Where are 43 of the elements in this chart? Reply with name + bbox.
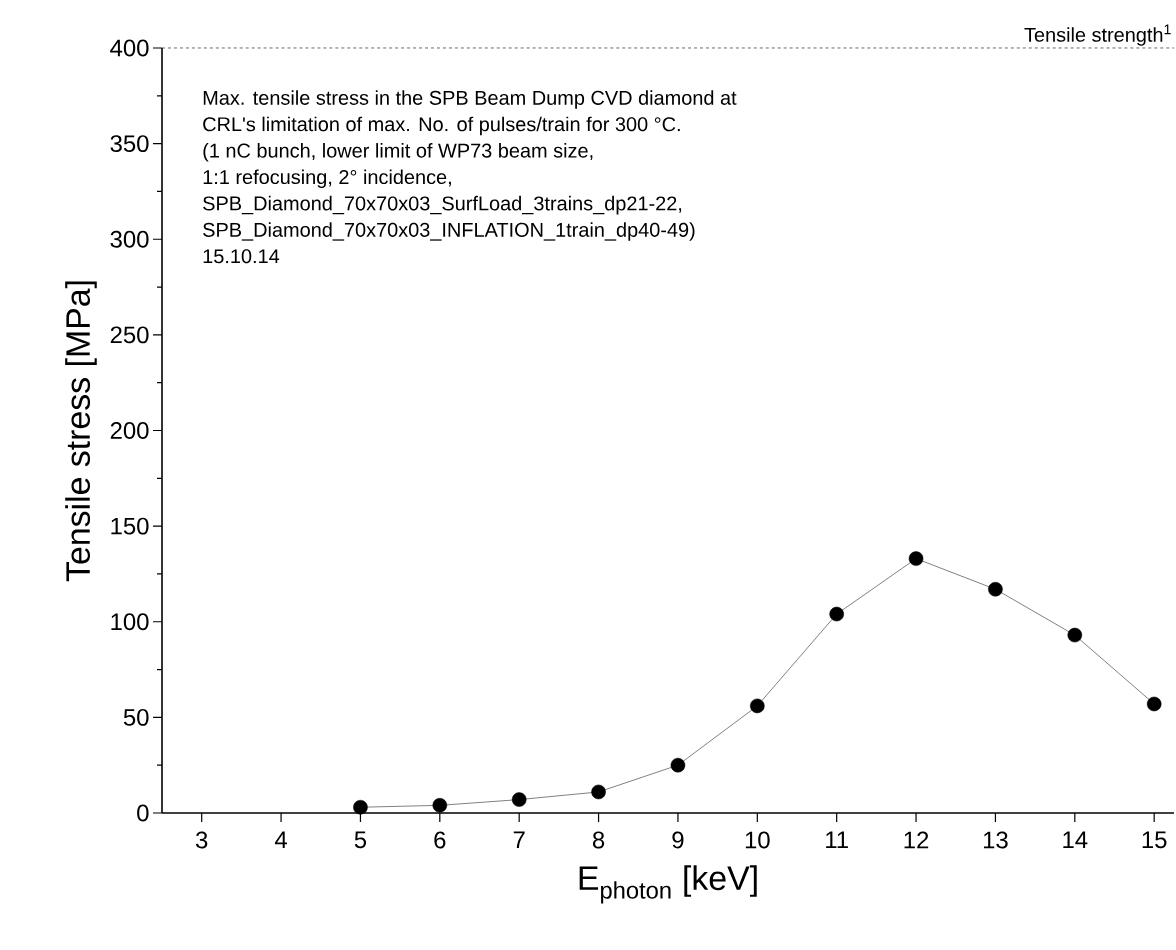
y-tick-label: 50 <box>123 708 149 726</box>
annotation: Max. tensile stress in the SPB Beam Dump CVD diamond at <box>203 90 737 109</box>
point <box>511 792 527 807</box>
y-tick-label: 350 <box>110 135 149 153</box>
point <box>908 551 924 566</box>
x-tick-label: 9 <box>672 831 684 849</box>
annotation: CRL's limitation of max. No. of pulses/train for 300 °C. <box>203 116 680 136</box>
x-tick-label: 7 <box>513 831 525 848</box>
ref-line-label: Tensile strength$^{1}$ <box>1024 24 1171 46</box>
y-tick-label: 100 <box>111 613 149 631</box>
x-axis-title: E$_{photon}$ [keV] <box>579 865 757 904</box>
x-tick-label: 5 <box>354 831 367 849</box>
y-tick-label: 0 <box>137 804 149 822</box>
x-tick-label: 6 <box>434 831 446 849</box>
point <box>829 606 844 622</box>
point <box>432 798 448 813</box>
y-tick-label: 400 <box>110 39 149 57</box>
annotation: (1 nC bunch, lower limit of WP73 beam size, <box>203 143 593 162</box>
x-tick-label: 8 <box>592 831 605 849</box>
x-tick-label: 10 <box>745 831 770 849</box>
x-tick-label: 15 <box>1142 831 1167 849</box>
annotation: 15.10.14 <box>203 249 280 264</box>
annotation: SPB_Diamond_70x70x03_INFLATION_1train_dp40-49) <box>203 222 695 241</box>
annotation: 1:1 refocusing, 2° incidence, <box>203 169 451 189</box>
point <box>353 800 368 815</box>
y-tick-label: 300 <box>110 230 149 248</box>
point <box>670 757 686 773</box>
x-tick-label: 11 <box>826 831 848 848</box>
x-tick-label: 12 <box>904 831 929 849</box>
y-tick-label: 150 <box>111 517 149 535</box>
point <box>750 698 765 714</box>
point <box>988 581 1003 597</box>
annotation: SPB_Diamond_70x70x03_SurfLoad_3trains_dp21-22, <box>203 195 682 215</box>
x-tick-label: 4 <box>274 831 288 848</box>
y-tick-label: 250 <box>110 326 149 344</box>
x-tick-label: 13 <box>983 831 1008 849</box>
x-tick-label: 14 <box>1063 831 1088 848</box>
y-tick-label: 200 <box>110 422 149 439</box>
point <box>1067 627 1083 643</box>
x-tick-label: 3 <box>195 831 208 849</box>
point <box>1146 696 1162 712</box>
point <box>591 784 606 800</box>
y-axis-title: Tensile stress [MPa] <box>65 281 97 582</box>
